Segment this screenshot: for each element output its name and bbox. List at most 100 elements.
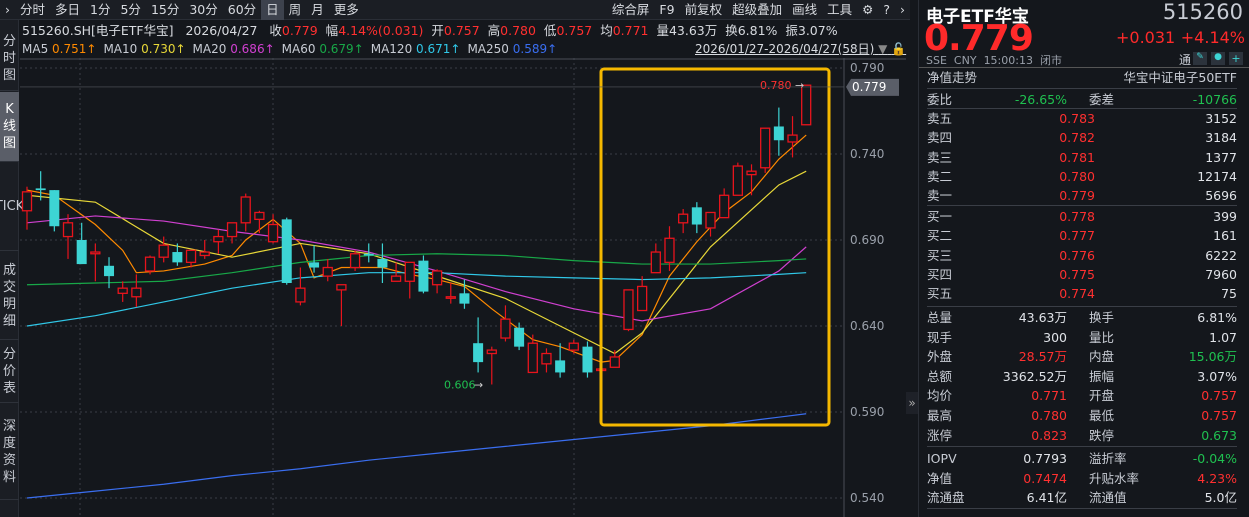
nav-trend-row[interactable]: 净值走势 华宝中证电子50ETF [927, 68, 1237, 87]
plus-icon[interactable]: + [1229, 52, 1243, 65]
help-icon[interactable]: ? [883, 1, 890, 17]
period-tab-daily[interactable]: 日 [261, 0, 284, 20]
level-label: 卖四 [927, 130, 953, 146]
candle-body-down [172, 252, 183, 263]
candle-body-down [514, 327, 525, 347]
stat-label: 溢折率 [1089, 451, 1127, 466]
candle-body-up [787, 134, 798, 143]
period-tab[interactable]: 月 [311, 1, 324, 17]
sidebar-tab-kline[interactable]: K线图 [0, 92, 19, 162]
nav-trend-label[interactable]: 净值走势 [927, 70, 978, 85]
last-price-tag-text: 0.779 [852, 80, 886, 94]
order-book-row[interactable]: 买三 0.776 6222 [927, 246, 1237, 265]
level-label: 卖一 [927, 188, 953, 204]
ma-legend-item: MA120 0.671↑ [371, 42, 461, 56]
sidebar-tab-intraday[interactable]: 分时图 [0, 27, 19, 91]
stat-value: 6.81% [1197, 310, 1237, 325]
close-value: 0.779 [281, 23, 318, 38]
stat-row: 涨停 0.823 跌停 0.673 [927, 426, 1237, 445]
candle-body-up [719, 194, 730, 219]
sidebar-tab-price-table[interactable]: 分价表 [0, 341, 19, 403]
level-volume: 6222 [1205, 247, 1237, 263]
period-tab[interactable]: 周 [288, 1, 302, 17]
period-tab[interactable]: 60分 [227, 1, 257, 17]
ma-value: 0.679↑ [319, 42, 364, 56]
pencil-icon[interactable]: ✎ [1193, 52, 1207, 65]
stat-row: 总额 3362.52万 振幅 3.07% [927, 367, 1237, 386]
avg-value: 0.771 [612, 23, 649, 38]
period-tab[interactable]: 多日 [55, 1, 81, 17]
period-tab[interactable]: 15分 [150, 1, 180, 17]
candle-body-up [267, 223, 279, 243]
candle-body-up [404, 261, 415, 282]
exchange: SSE [926, 54, 947, 67]
order-book-row[interactable]: 卖一 0.779 5696 [927, 186, 1237, 205]
security-code: 515260 [1162, 0, 1243, 24]
candle-body-up [390, 275, 402, 282]
y-tick-label: 0.590 [850, 405, 884, 419]
tool-button[interactable]: 工具 [827, 1, 853, 17]
candle-body-down [104, 265, 115, 277]
date-range-selector[interactable]: 2026/01/27-2026/04/27(58日) ▼ 🔓 [695, 40, 906, 58]
quote-info-bar: 515260.SH[电子ETF华宝] 2026/04/27 收0.779 幅4.… [22, 21, 838, 40]
close-label: 收 [269, 23, 282, 38]
candle-body-up [144, 256, 156, 272]
tool-button[interactable]: 前复权 [684, 1, 723, 17]
level-price: 0.779 [1059, 188, 1095, 204]
bell-icon[interactable]: ● [1211, 52, 1225, 65]
tool-button[interactable]: 综合屏 [611, 1, 650, 17]
level-price: 0.777 [1059, 228, 1095, 244]
level-volume: 161 [1213, 228, 1237, 244]
candle-body-up [131, 287, 142, 298]
level-volume: 5696 [1205, 188, 1237, 204]
expand-panel-button[interactable]: » [906, 392, 918, 414]
level-price: 0.778 [1059, 209, 1095, 224]
gear-icon[interactable]: ⚙ [862, 1, 874, 17]
date-range-text: 2026/01/27-2026/04/27(58日) [695, 42, 875, 56]
order-book-row[interactable]: 卖四 0.782 3184 [927, 128, 1237, 147]
period-tab[interactable]: 5分 [120, 1, 141, 17]
period-tab[interactable]: 30分 [189, 1, 218, 17]
dropdown-icon[interactable]: ▼ [878, 42, 888, 56]
ratio-label: 委比 [927, 92, 953, 107]
period-tab[interactable]: 分时 [20, 1, 46, 17]
candle-body-up [240, 196, 251, 224]
period-tab[interactable]: 1分 [90, 1, 111, 17]
stat-value: 6.41亿 [1026, 490, 1067, 506]
tong-label[interactable]: 通 [1179, 53, 1192, 67]
stat-label: 量比 [1089, 329, 1115, 345]
order-book-row[interactable]: 买四 0.775 7960 [927, 265, 1237, 284]
sidebar-tab-tick[interactable]: TICK [0, 163, 24, 251]
level-volume: 75 [1221, 286, 1237, 302]
tool-button[interactable]: 画线 [792, 1, 818, 17]
tool-button[interactable]: F9 [659, 1, 675, 17]
order-book-row[interactable]: 卖二 0.780 12174 [927, 167, 1237, 186]
open-label: 开 [431, 23, 444, 38]
order-book-row[interactable]: 买二 0.777 161 [927, 226, 1237, 245]
order-book-row[interactable]: 卖三 0.781 1377 [927, 148, 1237, 167]
candle-body-up [322, 266, 333, 277]
candle-body-up [336, 284, 347, 291]
stat-label: 开盘 [1089, 388, 1115, 404]
collapse-left-icon[interactable]: › [5, 1, 10, 17]
order-book-row[interactable]: 买五 0.774 75 [927, 284, 1237, 303]
more-button[interactable]: 更多 [333, 1, 359, 17]
order-book-row[interactable]: 买一 0.778 399 [927, 207, 1237, 226]
y-tick-label: 0.690 [850, 233, 884, 247]
order-book-row[interactable]: 卖五 0.783 3152 [927, 109, 1237, 128]
sidebar-tab-depth[interactable]: 深度资料 [0, 404, 19, 500]
level-label: 买三 [927, 247, 953, 263]
ratio-value: -26.65% [1014, 92, 1067, 107]
level-price: 0.775 [1059, 266, 1095, 282]
candle-body-up [609, 356, 620, 368]
candle-body-down [691, 207, 702, 225]
level-volume: 12174 [1197, 168, 1237, 184]
lock-icon[interactable]: 🔓 [891, 42, 907, 56]
tool-button[interactable]: 超级叠加 [732, 1, 783, 17]
sidebar-tab-trades[interactable]: 成交明细 [0, 252, 19, 340]
ma-label: MA10 [103, 42, 138, 56]
chevron-right-icon[interactable]: › [900, 1, 905, 17]
candle-body-down [309, 262, 320, 268]
candle-body-up [431, 270, 443, 286]
